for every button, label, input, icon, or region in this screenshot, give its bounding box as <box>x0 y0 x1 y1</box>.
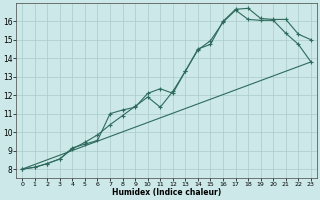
X-axis label: Humidex (Indice chaleur): Humidex (Indice chaleur) <box>112 188 221 197</box>
